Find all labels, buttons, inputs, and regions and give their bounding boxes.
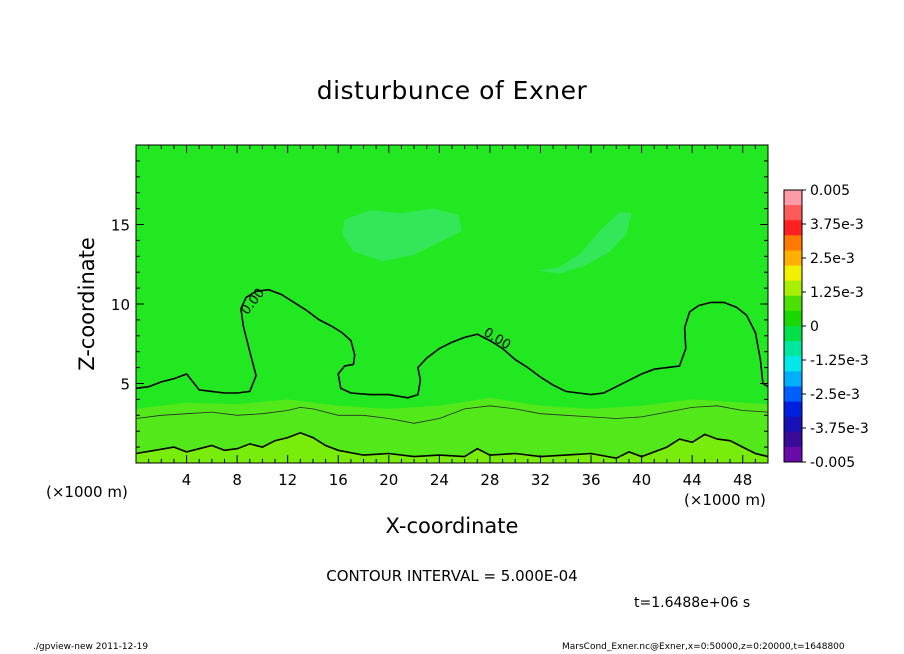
x-axis-label: X-coordinate [385, 514, 519, 538]
colorbar-swatch [784, 431, 802, 448]
colorbar-label: 0 [810, 319, 819, 335]
negative-region-2 [538, 211, 632, 274]
x-tick-label: 40 [632, 471, 651, 489]
minor-contour-1 [136, 405, 768, 424]
colorbar-label: 1.25e-3 [810, 285, 864, 301]
colorbar: 0.005 3.75e-3 2.5e-3 1.25e-3 0 -1.25e-3 -2.5e-… [783, 183, 869, 471]
colorbar-label: -3.75e-3 [810, 421, 869, 437]
colorbar-swatch [784, 205, 802, 221]
colorbar-swatch [784, 220, 802, 236]
colorbar-swatch [784, 401, 802, 418]
colorbar-swatch [784, 295, 802, 312]
y-tick-label: 15 [111, 217, 130, 235]
colorbar-swatch [784, 341, 802, 357]
x-tick-label: 24 [430, 471, 449, 489]
colorbar-swatch [784, 310, 802, 327]
negative-region-1 [342, 208, 463, 262]
x-tick-label: 28 [480, 471, 499, 489]
colorbar-label: -0.005 [810, 455, 855, 471]
chart-title: disturbunce of Exner [316, 76, 588, 105]
colorbar-swatch [784, 235, 802, 251]
x-tick-label: 48 [733, 471, 752, 489]
time-stamp: t=1.6488e+06 s [634, 595, 751, 611]
footer-left: ./gpview-new 2011-12-19 [33, 642, 149, 652]
colorbar-label: -2.5e-3 [810, 387, 860, 403]
y-tick-label: 5 [120, 376, 130, 394]
x-unit-right: (×1000 m) [684, 491, 766, 509]
colorbar-swatch [784, 280, 802, 297]
x-tick-label: 44 [683, 471, 702, 489]
x-unit-left: (×1000 m) [46, 483, 128, 501]
contour-interval: CONTOUR INTERVAL = 5.000E-04 [326, 567, 578, 585]
colorbar-swatch [784, 416, 802, 433]
colorbar-swatch [784, 250, 802, 266]
colorbar-swatch [784, 386, 802, 402]
y-tick-label: 10 [111, 296, 130, 314]
x-tick-label: 16 [329, 471, 348, 489]
colorbar-swatch [784, 190, 802, 206]
colorbar-label: 3.75e-3 [810, 217, 864, 233]
x-tick-label: 20 [379, 471, 398, 489]
colorbar-swatch [784, 265, 802, 282]
shaded-field [136, 145, 768, 463]
colorbar-label: 0.005 [810, 183, 850, 199]
colorbar-swatch [784, 356, 802, 372]
x-tick-label: 4 [182, 471, 192, 489]
footer-right: MarsCond_Exner.nc@Exner,x=0:50000,z=0:20… [562, 642, 845, 652]
zero-contour-main [136, 288, 768, 399]
colorbar-swatch [784, 371, 802, 387]
surface-band [136, 432, 768, 463]
x-tick-label: 36 [581, 471, 600, 489]
colorbar-swatch [784, 326, 802, 342]
y-axis-label: Z-coordinate [75, 237, 99, 371]
x-tick-label: 8 [232, 471, 242, 489]
x-tick-label: 12 [278, 471, 297, 489]
colorbar-label: -1.25e-3 [810, 353, 869, 369]
x-tick-label: 32 [531, 471, 550, 489]
colorbar-label: 2.5e-3 [810, 251, 855, 267]
colorbar-swatch [784, 446, 802, 463]
